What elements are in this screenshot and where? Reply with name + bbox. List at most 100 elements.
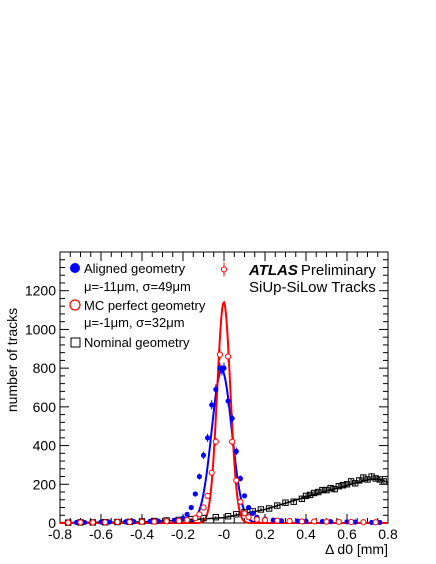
atlas-word: ATLAS (248, 262, 298, 279)
point-aligned (184, 511, 190, 517)
point-aligned (246, 504, 252, 511)
point-mc (138, 518, 146, 525)
y-tick-label: 1000 (25, 321, 56, 337)
x-tick-label: -0.8 (48, 526, 72, 542)
point-nominal (233, 511, 240, 518)
legend-fit-mc: μ=-1μm, σ=32μm (84, 315, 185, 330)
legend-marker-mc (69, 299, 81, 311)
point-nominal (360, 474, 367, 481)
point-aligned (250, 510, 256, 516)
point-nominal (319, 486, 326, 494)
y-tick-label: 200 (33, 476, 57, 492)
y-tick-label: 600 (33, 399, 57, 415)
x-tick-label: 0.2 (255, 526, 275, 542)
atlas-subtitle: SiUp-SiLow Tracks (249, 279, 376, 296)
fit-curve-aligned (60, 368, 388, 524)
point-mc (126, 518, 133, 526)
point-mc (204, 492, 211, 499)
point-nominal (339, 482, 347, 489)
y-axis-title: number of tracks (4, 308, 20, 412)
point-nominal (282, 499, 289, 506)
x-tick-label: 0.4 (296, 526, 316, 542)
point-mc (102, 519, 109, 526)
point-aligned (200, 452, 207, 458)
y-tick-label: 1200 (25, 283, 56, 299)
point-nominal (257, 506, 265, 513)
atlas-title: ATLAS Preliminary (248, 262, 376, 279)
point-nominal (306, 491, 314, 499)
point-mc (114, 518, 121, 526)
point-aligned (188, 504, 194, 511)
x-tick-label: 0.6 (337, 526, 357, 542)
point-mc (311, 518, 318, 525)
point-nominal (323, 486, 330, 494)
point-nominal (368, 473, 375, 480)
point-aligned (241, 493, 248, 499)
point-mc (220, 266, 228, 273)
legend-label-nominal: Nominal geometry (84, 335, 190, 350)
point-mc (65, 519, 72, 526)
point-mc (286, 517, 293, 525)
point-aligned (213, 386, 219, 393)
point-mc (151, 518, 158, 525)
point-mc (196, 511, 203, 518)
point-mc (229, 438, 236, 445)
point-aligned (233, 448, 239, 454)
point-mc (335, 518, 342, 525)
atlas-label: ATLAS Preliminary SiUp-SiLow Tracks (248, 262, 376, 296)
point-mc (184, 516, 191, 524)
legend: Aligned geometry μ=-11μm, σ=49μm MC perf… (69, 261, 206, 350)
x-tick-label: -0.2 (171, 526, 195, 542)
point-mc (348, 518, 355, 526)
axes: -0.8 -0.6 -0.4 -0.2 -0 0.2 0.4 0.6 0.8 0 200 400 600… (25, 252, 398, 542)
y-tick-label: 0 (48, 515, 56, 531)
point-nominal (290, 498, 297, 505)
point-mc (212, 438, 219, 445)
point-mc (274, 517, 281, 524)
point-aligned (196, 473, 202, 480)
x-axis-title: Δ d0 [mm] (325, 541, 388, 557)
y-tick-label: 800 (33, 360, 57, 376)
point-nominal (224, 513, 232, 520)
point-nominal (315, 488, 322, 496)
point-nominal (302, 492, 310, 500)
point-nominal (335, 483, 343, 490)
point-mc (237, 498, 244, 505)
x-tick-label: -0 (218, 526, 231, 542)
point-mc (200, 504, 207, 511)
point-nominal (376, 476, 384, 483)
point-mc (89, 519, 96, 526)
point-mc (192, 515, 199, 522)
point-mc (233, 477, 240, 484)
point-nominal (347, 478, 355, 485)
legend-fit-aligned: μ=-11μm, σ=49μm (84, 279, 191, 294)
point-mc (253, 516, 260, 523)
point-mc (261, 516, 269, 524)
preliminary-word: Preliminary (301, 262, 377, 279)
x-tick-label: 0.8 (378, 526, 398, 542)
point-nominal (311, 489, 318, 497)
data-points (65, 262, 388, 526)
point-mc (360, 519, 367, 526)
point-aligned (192, 491, 198, 497)
point-mc (245, 514, 252, 521)
point-mc (323, 518, 330, 525)
x-tick-label: -0.6 (89, 526, 113, 542)
legend-label-aligned: Aligned geometry (84, 261, 186, 276)
point-mc (175, 517, 182, 524)
point-nominal (327, 484, 334, 492)
point-mc (225, 353, 232, 360)
point-mc (372, 519, 379, 526)
point-aligned (229, 415, 235, 422)
point-aligned (225, 398, 231, 404)
point-nominal (265, 505, 273, 512)
point-mc (77, 519, 84, 526)
legend-marker-aligned (70, 263, 80, 273)
point-mc (216, 351, 223, 358)
legend-marker-nominal (70, 337, 81, 348)
point-nominal (200, 514, 207, 522)
point-aligned (221, 365, 227, 371)
point-mc (163, 518, 170, 525)
point-aligned (209, 402, 215, 408)
